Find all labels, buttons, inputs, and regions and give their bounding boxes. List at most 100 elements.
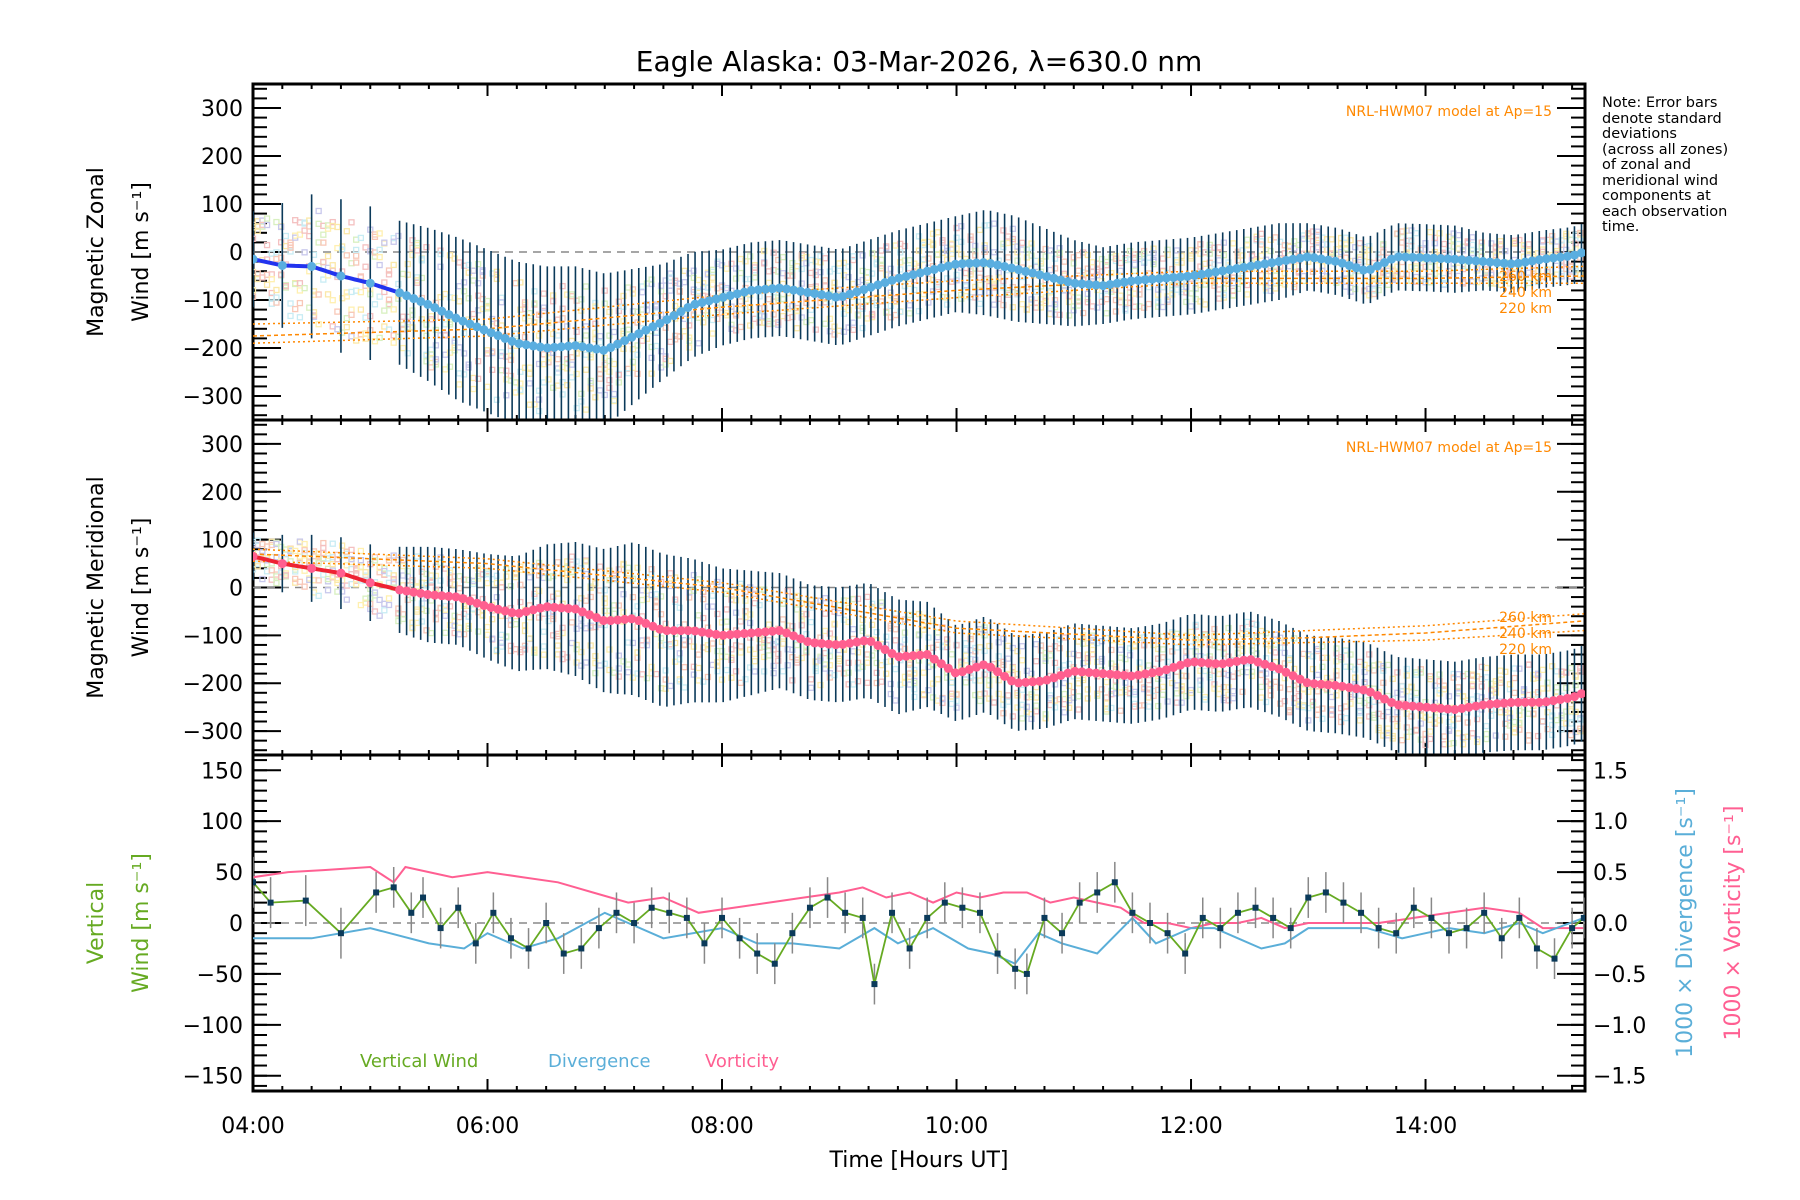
mean-wind-point <box>943 261 953 271</box>
zone-point <box>1572 240 1579 247</box>
zone-point <box>657 611 665 618</box>
zone-point <box>737 649 744 656</box>
zone-point <box>1211 681 1218 688</box>
zone-point <box>573 404 580 412</box>
zone-point <box>1248 668 1256 675</box>
zone-point <box>554 382 562 389</box>
mean-wind-point <box>1302 678 1312 688</box>
zone-point <box>540 628 547 635</box>
zone-point <box>732 327 740 334</box>
note-line: denote standard <box>1602 110 1722 127</box>
zone-point <box>1413 696 1420 703</box>
mean-wind-point <box>929 654 939 664</box>
mean-wind-point <box>451 313 461 323</box>
zone-point <box>1563 233 1570 240</box>
zone-point <box>1525 241 1532 248</box>
zone-point <box>929 288 937 295</box>
zone-point <box>1473 278 1481 286</box>
mean-wind-point <box>1527 256 1537 266</box>
zone-point <box>976 300 984 307</box>
zone-point <box>526 370 533 377</box>
zone-point <box>1516 267 1523 274</box>
zone-point <box>634 342 641 349</box>
zone-point <box>887 265 895 272</box>
mean-wind-point <box>613 615 623 625</box>
zone-point <box>414 583 421 590</box>
zone-point <box>545 355 552 362</box>
mean-wind-point <box>1175 272 1185 282</box>
zone-point <box>817 269 824 276</box>
zone-point <box>1117 707 1124 714</box>
zone-point <box>939 624 946 631</box>
zone-point <box>1408 236 1415 244</box>
zone-point <box>1131 688 1138 696</box>
zone-point <box>634 351 641 358</box>
y-tick-label: 300 <box>201 433 243 458</box>
zone-point <box>1272 285 1279 292</box>
zone-point <box>822 320 829 327</box>
zone-point <box>521 622 529 629</box>
zone-point <box>728 646 735 653</box>
mean-wind-point <box>1358 265 1368 275</box>
zone-point <box>465 295 472 302</box>
zone-point <box>592 299 599 307</box>
error-bar-note: Note: Error bars denote standard deviation… <box>1602 95 1782 236</box>
zone-point <box>573 558 580 565</box>
y-right-tick-label: 0.0 <box>1593 912 1628 937</box>
zone-point <box>1103 694 1110 701</box>
zone-point <box>460 330 468 337</box>
zone-point <box>906 673 913 680</box>
mean-wind-point <box>606 343 616 353</box>
zone-point <box>606 308 613 316</box>
zone-point <box>1070 289 1077 296</box>
zone-point <box>456 344 463 351</box>
zone-point <box>587 642 594 649</box>
mean-wind-point <box>1035 676 1045 686</box>
zone-point <box>489 616 496 623</box>
vertical-wind-point <box>824 894 831 901</box>
mean-wind-point <box>1133 275 1143 285</box>
zone-point <box>747 619 754 627</box>
zone-point <box>343 562 350 569</box>
zone-point <box>1169 648 1176 655</box>
zone-point <box>1075 302 1082 309</box>
zone-point <box>798 280 805 287</box>
zone-point <box>1070 689 1077 696</box>
mean-wind-point <box>1063 277 1073 287</box>
mean-wind-point <box>1379 694 1389 704</box>
zone-point <box>854 595 862 603</box>
x-tick-label: 10:00 <box>925 1114 988 1139</box>
zone-point <box>920 622 927 630</box>
zone-point <box>1234 257 1242 264</box>
mean-wind-point <box>1555 252 1565 262</box>
mean-wind-point <box>782 628 792 638</box>
zone-point <box>390 306 397 313</box>
zone-point <box>578 307 585 314</box>
zone-point <box>718 676 726 683</box>
zone-point <box>1244 242 1251 249</box>
zone-point <box>564 576 571 584</box>
zone-point <box>451 255 458 262</box>
zone-point <box>573 625 580 632</box>
mean-wind-point <box>1337 681 1347 691</box>
zone-point <box>662 361 669 368</box>
zone-point <box>1084 299 1091 306</box>
zone-point <box>859 252 866 259</box>
zone-point <box>1084 654 1091 662</box>
zone-point <box>615 665 622 672</box>
mean-wind-point <box>1246 655 1256 665</box>
zone-point <box>446 363 454 370</box>
mean-wind-point <box>880 645 890 655</box>
zone-point <box>779 296 787 303</box>
zone-point <box>460 288 468 295</box>
zone-point <box>700 678 707 685</box>
zone-point <box>897 249 904 256</box>
zone-point <box>676 604 683 611</box>
zone-point <box>1042 711 1049 718</box>
zone-point <box>596 563 604 570</box>
zone-point <box>737 580 744 587</box>
zone-point <box>779 616 787 623</box>
zone-point <box>1272 649 1279 656</box>
zone-point <box>620 591 627 598</box>
